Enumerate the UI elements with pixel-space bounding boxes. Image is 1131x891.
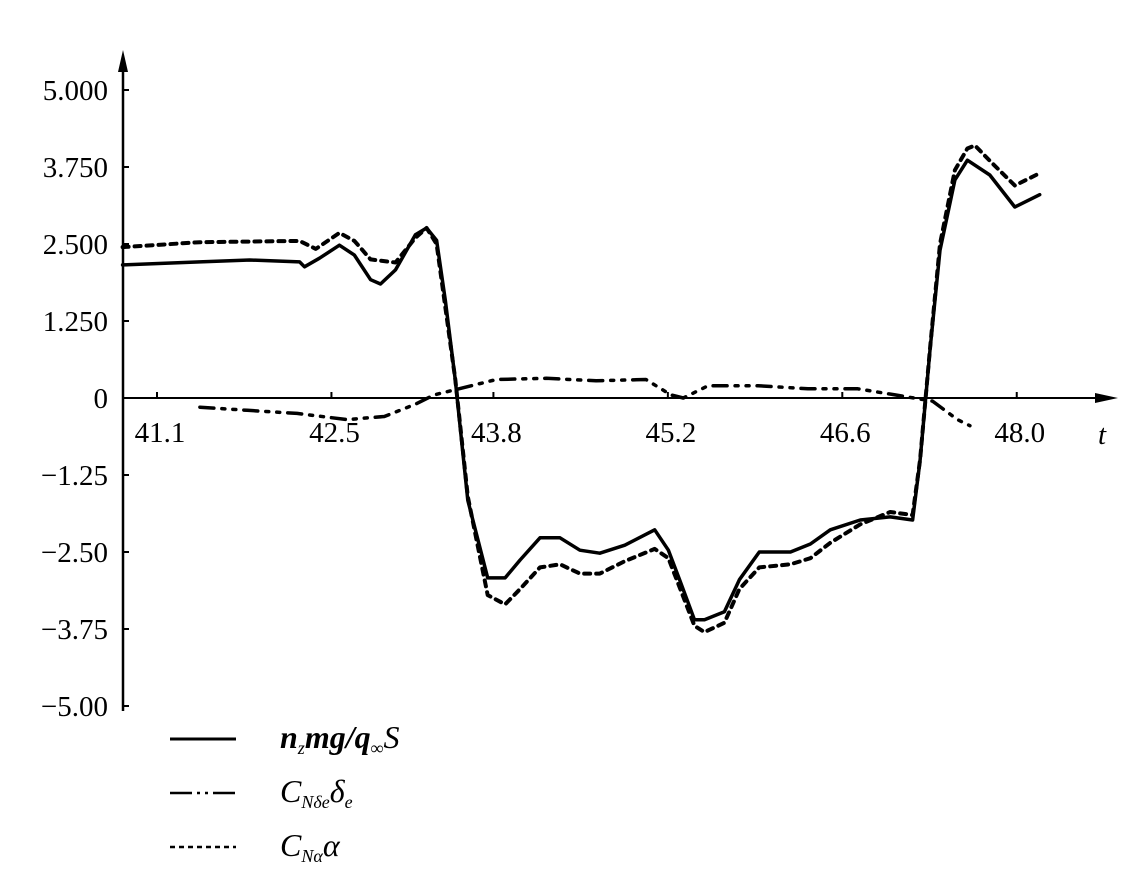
x-tick-label: 46.6 [820, 417, 871, 449]
legend-swatch-dash-dot [170, 791, 236, 795]
y-tick-label: 1.250 [43, 306, 108, 338]
y-tick-label: −3.75 [41, 614, 108, 646]
y-tick-label: 3.750 [43, 152, 108, 184]
axes [118, 50, 1118, 711]
x-tick-label: 43.8 [471, 417, 522, 449]
x-tick-label: 48.0 [994, 417, 1045, 449]
series-line-dash-dot [198, 376, 972, 428]
legend-label: CNδeδe [280, 773, 353, 812]
legend-label: CNαα [280, 827, 340, 866]
x-axis-arrow [1095, 393, 1118, 403]
x-axis-label: t [1098, 419, 1107, 451]
legend: nzmg/q∞S CNδeδe CNαα [170, 712, 399, 874]
series-line-solid [120, 158, 1042, 622]
legend-swatch-dashed [170, 845, 236, 849]
x-tick-label: 45.2 [645, 417, 696, 449]
x-tick-label: 42.5 [309, 417, 360, 449]
y-axis-arrow [118, 50, 128, 72]
legend-item-nz: nzmg/q∞S [170, 712, 399, 766]
x-tick-label: 41.1 [135, 417, 186, 449]
series-line-dashed [120, 143, 1042, 635]
legend-swatch-solid [170, 737, 236, 741]
y-tick-label: 2.500 [43, 229, 108, 261]
y-tick-label: 0 [94, 383, 109, 415]
y-tick-label: 5.000 [43, 75, 108, 107]
legend-item-cnalpha: CNαα [170, 820, 399, 874]
tick-labels: 5.000 3.750 2.500 1.250 0 −1.25 −2.50 −3.75 −5.0… [41, 75, 1045, 723]
legend-item-cndelta: CNδeδe [170, 766, 399, 820]
y-tick-label: −1.25 [41, 460, 108, 492]
y-tick-label: −2.50 [41, 537, 108, 569]
y-tick-label: −5.00 [41, 691, 108, 723]
legend-label: nzmg/q∞S [280, 719, 400, 758]
series-group [120, 143, 1042, 635]
